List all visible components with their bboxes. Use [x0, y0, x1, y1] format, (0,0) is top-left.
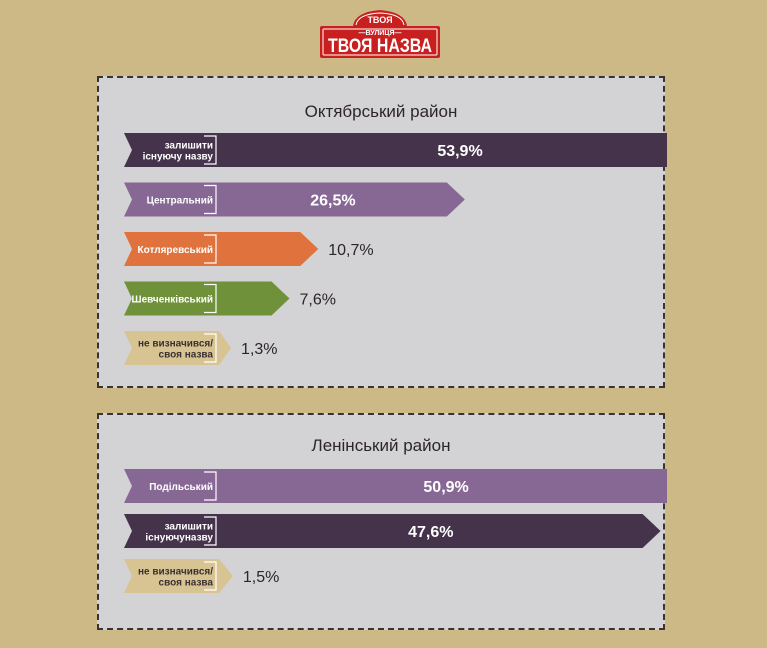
category-label: Центральний — [147, 196, 213, 207]
category-label: своя назва — [159, 578, 214, 589]
chart-panel-leninsky: Ленінський район Подільський 50,9% залишит… — [97, 413, 667, 630]
category-label: залишити — [165, 141, 213, 152]
chart-title: Октябрський район — [304, 102, 458, 121]
label-separator — [204, 471, 217, 501]
category-label-block — [124, 331, 219, 365]
label-separator — [204, 333, 217, 363]
logo-top-text: ТВОЯ — [367, 15, 392, 25]
value-label: 1,5% — [243, 569, 279, 586]
bar — [219, 469, 667, 503]
category-label: не визначився/ — [138, 567, 213, 578]
category-label: своя назва — [159, 350, 214, 361]
label-separator — [204, 135, 217, 165]
category-label-block — [124, 559, 219, 593]
category-label-block — [124, 182, 219, 217]
bar-group: не визначився/своя назва 1,3% — [124, 331, 278, 365]
value-label: 50,9% — [423, 479, 468, 496]
category-label: існуючу назву — [143, 152, 214, 163]
label-separator — [204, 184, 217, 215]
category-label: Шевченківський — [132, 295, 213, 306]
category-label-block — [124, 232, 219, 266]
category-label-block — [124, 514, 219, 548]
bar-group: Шевченківський 7,6% — [124, 281, 336, 316]
category-label: існуючуназву — [145, 533, 213, 544]
bar — [219, 182, 465, 217]
category-label-block — [124, 469, 219, 503]
bar — [219, 331, 232, 365]
category-label-block — [124, 133, 219, 167]
bar — [219, 232, 319, 266]
logo-middle-text: —ВУЛИЦЯ— — [359, 30, 402, 37]
bar — [219, 559, 233, 593]
category-label: не визначився/ — [138, 339, 213, 350]
bar-group: Котляревський 10,7% — [124, 232, 374, 266]
value-label: 53,9% — [437, 143, 482, 160]
label-separator — [204, 283, 217, 314]
value-label: 7,6% — [300, 292, 336, 309]
brand-logo: ТВОЯ —ВУЛИЦЯ— ТВОЯ НАЗВА — [315, 6, 445, 62]
category-label: залишити — [165, 522, 213, 533]
category-label: Котляревський — [138, 245, 214, 256]
bar — [219, 133, 667, 167]
value-label: 10,7% — [328, 242, 373, 259]
label-separator — [204, 234, 217, 264]
logo-main-text: ТВОЯ НАЗВА — [328, 36, 432, 57]
label-separator — [204, 561, 217, 591]
chart-title: Ленінський район — [311, 436, 451, 455]
bar — [219, 514, 661, 548]
category-label-block — [124, 281, 219, 316]
bar-group: не визначився/своя назва 1,5% — [124, 559, 279, 593]
value-label: 47,6% — [408, 524, 453, 541]
chart-panel-oktyabrsky: Октябрський район залишити існуючу назву 5… — [97, 76, 667, 388]
bar — [219, 281, 290, 316]
value-label: 1,3% — [241, 341, 277, 358]
bar-group: Подільський 50,9% — [124, 469, 667, 503]
label-separator — [204, 516, 217, 546]
category-label: Подільський — [149, 482, 213, 493]
bar-group: Центральний 26,5% — [124, 182, 465, 217]
value-label: 26,5% — [310, 193, 355, 210]
